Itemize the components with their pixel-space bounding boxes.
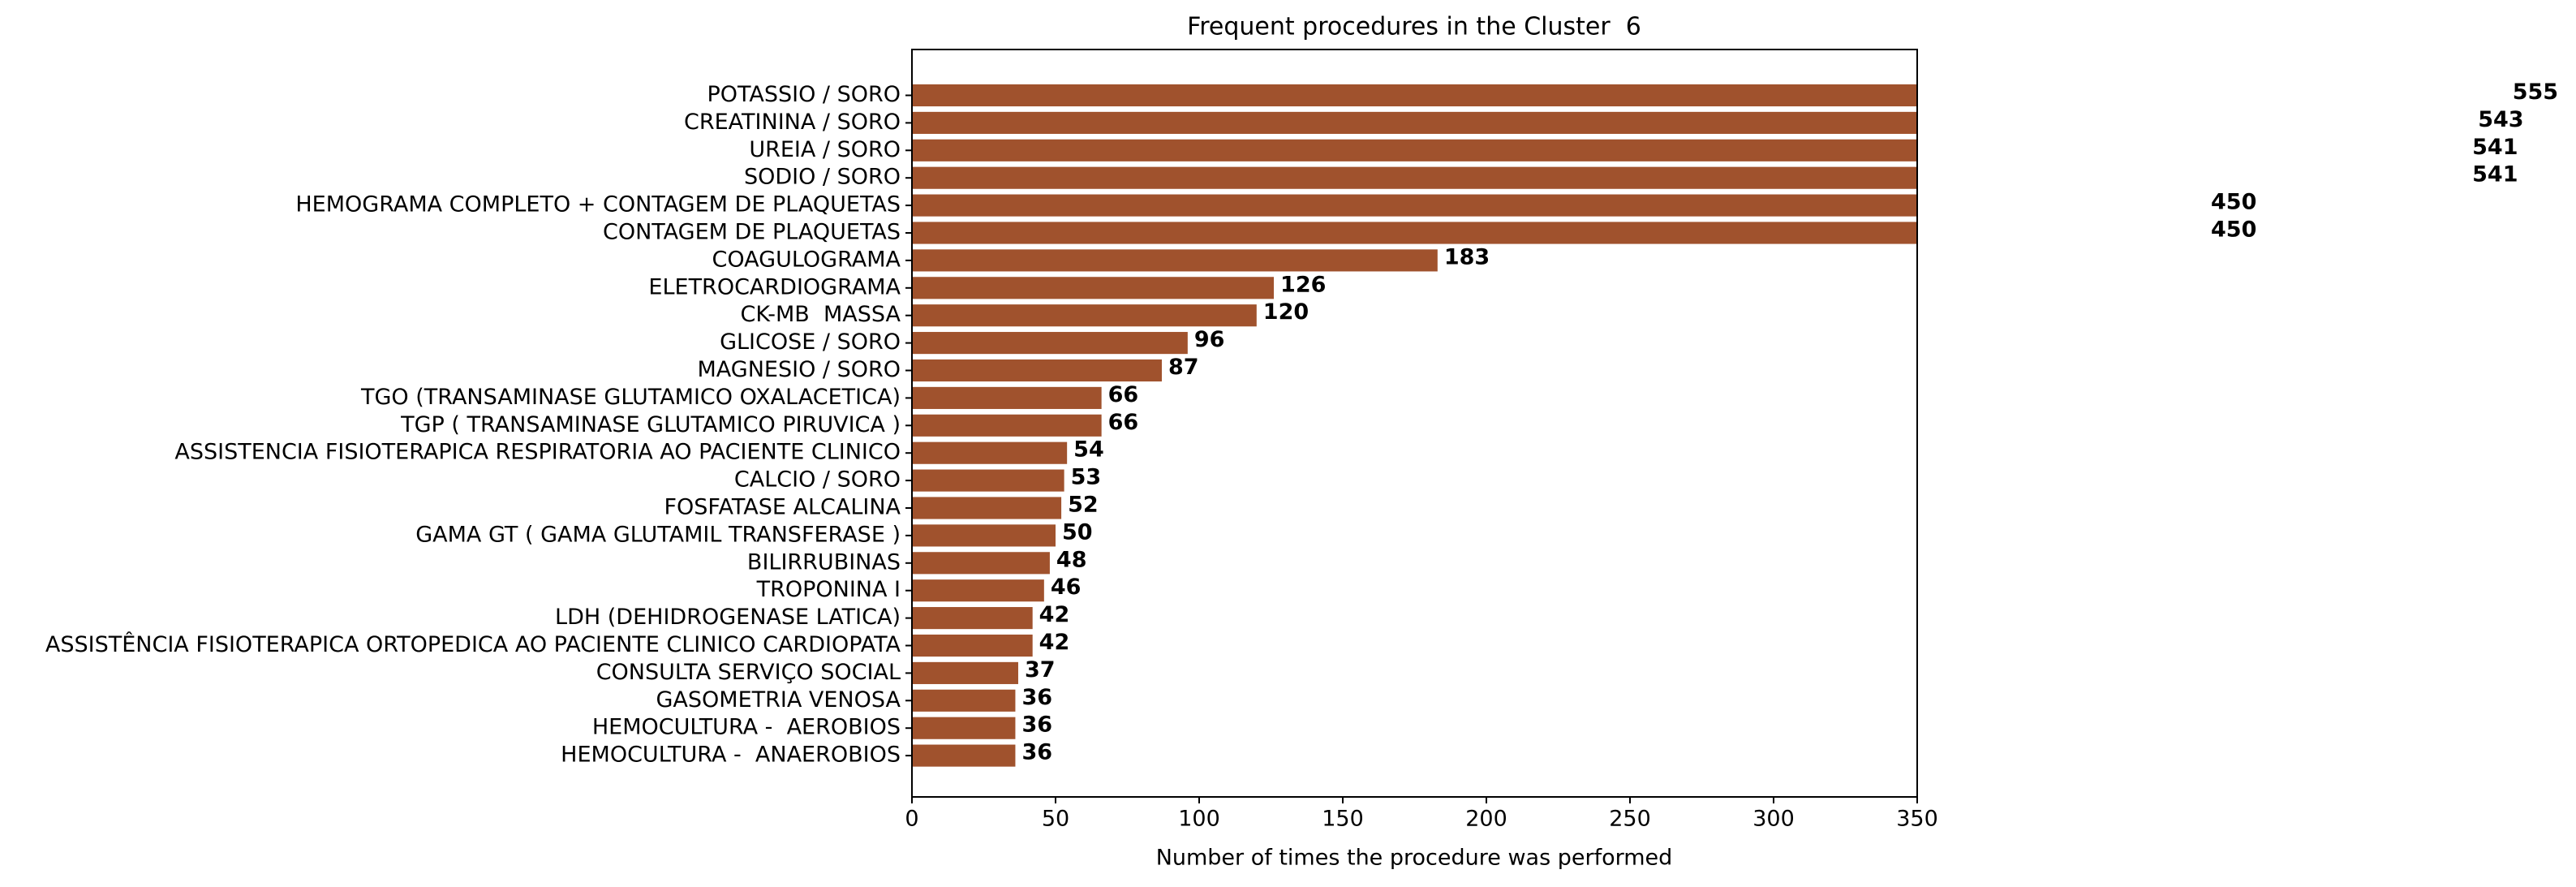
bar bbox=[912, 607, 1033, 630]
bar bbox=[912, 469, 1064, 492]
y-tick-label: CONTAGEM DE PLAQUETAS bbox=[603, 220, 901, 245]
y-tick-label: POTASSIO / SORO bbox=[707, 82, 901, 107]
value-label: 46 bbox=[1051, 575, 1082, 600]
bar bbox=[912, 524, 1056, 547]
value-label: 541 bbox=[2472, 162, 2518, 187]
value-label: 66 bbox=[1108, 382, 1139, 407]
bar bbox=[912, 84, 1917, 107]
x-tick-label: 350 bbox=[1896, 807, 1938, 832]
y-tick-label: HEMOCULTURA - ANAEROBIOS bbox=[561, 743, 901, 768]
y-tick-label: GAMA GT ( GAMA GLUTAMIL TRANSFERASE ) bbox=[415, 522, 901, 547]
y-tick-label: CREATININA / SORO bbox=[684, 110, 901, 135]
bar bbox=[912, 497, 1062, 519]
y-tick-label: HEMOGRAMA COMPLETO + CONTAGEM DE PLAQUET… bbox=[295, 192, 901, 217]
x-tick-label: 200 bbox=[1465, 807, 1507, 832]
y-tick-label: HEMOCULTURA - AEROBIOS bbox=[592, 715, 901, 740]
bar bbox=[912, 579, 1044, 602]
x-tick-label: 0 bbox=[905, 807, 918, 832]
bar bbox=[912, 194, 1917, 217]
y-tick-label: LDH (DEHIDROGENASE LATICA) bbox=[555, 605, 901, 630]
bar bbox=[912, 111, 1917, 134]
value-label: 450 bbox=[2211, 217, 2256, 243]
y-tick-label: BILIRRUBINAS bbox=[747, 549, 901, 575]
bar bbox=[912, 744, 1016, 767]
x-tick-label: 50 bbox=[1042, 807, 1069, 832]
bar bbox=[912, 222, 1917, 244]
x-tick-label: 150 bbox=[1322, 807, 1364, 832]
bar bbox=[912, 332, 1188, 355]
y-tick-label: GLICOSE / SORO bbox=[720, 329, 901, 355]
y-tick-label: ELETROCARDIOGRAMA bbox=[648, 274, 901, 299]
value-label: 42 bbox=[1039, 602, 1070, 627]
y-tick-label: UREIA / SORO bbox=[749, 137, 901, 162]
value-label: 541 bbox=[2472, 135, 2518, 160]
value-label: 36 bbox=[1021, 740, 1052, 765]
value-label: 66 bbox=[1108, 410, 1139, 435]
bar bbox=[912, 359, 1162, 382]
bar bbox=[912, 661, 1018, 684]
value-label: 36 bbox=[1021, 713, 1052, 738]
plot-area bbox=[912, 84, 1917, 767]
bar bbox=[912, 414, 1102, 437]
y-tick-label: CALCIO / SORO bbox=[734, 467, 901, 493]
value-label: 126 bbox=[1280, 272, 1326, 297]
value-label: 53 bbox=[1071, 465, 1102, 490]
x-tick-label: 250 bbox=[1609, 807, 1651, 832]
value-label: 48 bbox=[1056, 547, 1087, 572]
value-label: 54 bbox=[1073, 437, 1104, 463]
value-label: 36 bbox=[1021, 685, 1052, 710]
bar bbox=[912, 249, 1438, 272]
value-label: 543 bbox=[2478, 107, 2523, 132]
y-tick-label: COAGULOGRAMA bbox=[712, 247, 901, 272]
value-label: 183 bbox=[1444, 244, 1490, 269]
bar bbox=[912, 634, 1033, 657]
bar bbox=[912, 689, 1016, 712]
y-tick-label: GASOMETRIA VENOSA bbox=[656, 687, 901, 713]
y-tick-label: FOSFATASE ALCALINA bbox=[664, 495, 901, 520]
value-label: 555 bbox=[2513, 80, 2558, 105]
bar bbox=[912, 386, 1102, 409]
x-axis-label: Number of times the procedure was perfor… bbox=[1156, 846, 1673, 871]
x-tick-label: 300 bbox=[1752, 807, 1795, 832]
y-tick-label: SODIO / SORO bbox=[744, 165, 901, 190]
axes-frame bbox=[911, 49, 1918, 798]
value-label: 96 bbox=[1194, 327, 1225, 352]
bar bbox=[912, 277, 1275, 299]
bar bbox=[912, 304, 1257, 327]
bar bbox=[912, 552, 1050, 575]
y-tick-label: TGP ( TRANSAMINASE GLUTAMICO PIRUVICA ) bbox=[400, 412, 901, 437]
y-tick-label: MAGNESIO / SORO bbox=[698, 357, 901, 382]
y-tick-label: ASSISTÊNCIA FISIOTERAPICA ORTOPEDICA AO … bbox=[45, 631, 901, 657]
y-tick-label: TGO (TRANSAMINASE GLUTAMICO OXALACETICA) bbox=[360, 385, 901, 410]
bar bbox=[912, 166, 1917, 189]
y-tick-label: ASSISTENCIA FISIOTERAPICA RESPIRATORIA A… bbox=[174, 440, 901, 465]
value-label: 450 bbox=[2211, 190, 2256, 215]
value-label: 52 bbox=[1068, 493, 1099, 518]
y-tick-label: TROPONINA I bbox=[756, 577, 901, 602]
y-tick-label: CK-MB MASSA bbox=[741, 302, 901, 327]
bar bbox=[912, 717, 1016, 739]
value-label: 37 bbox=[1025, 657, 1056, 682]
chart-title: Frequent procedures in the Cluster 6 bbox=[1187, 13, 1641, 41]
y-tick-label: CONSULTA SERVIÇO SOCIAL bbox=[596, 660, 901, 685]
value-label: 42 bbox=[1039, 630, 1070, 655]
bar bbox=[912, 139, 1917, 161]
value-label: 120 bbox=[1263, 299, 1309, 325]
value-label: 50 bbox=[1062, 519, 1093, 545]
bar bbox=[912, 441, 1068, 464]
x-tick-label: 100 bbox=[1178, 807, 1220, 832]
value-label: 87 bbox=[1168, 355, 1199, 380]
